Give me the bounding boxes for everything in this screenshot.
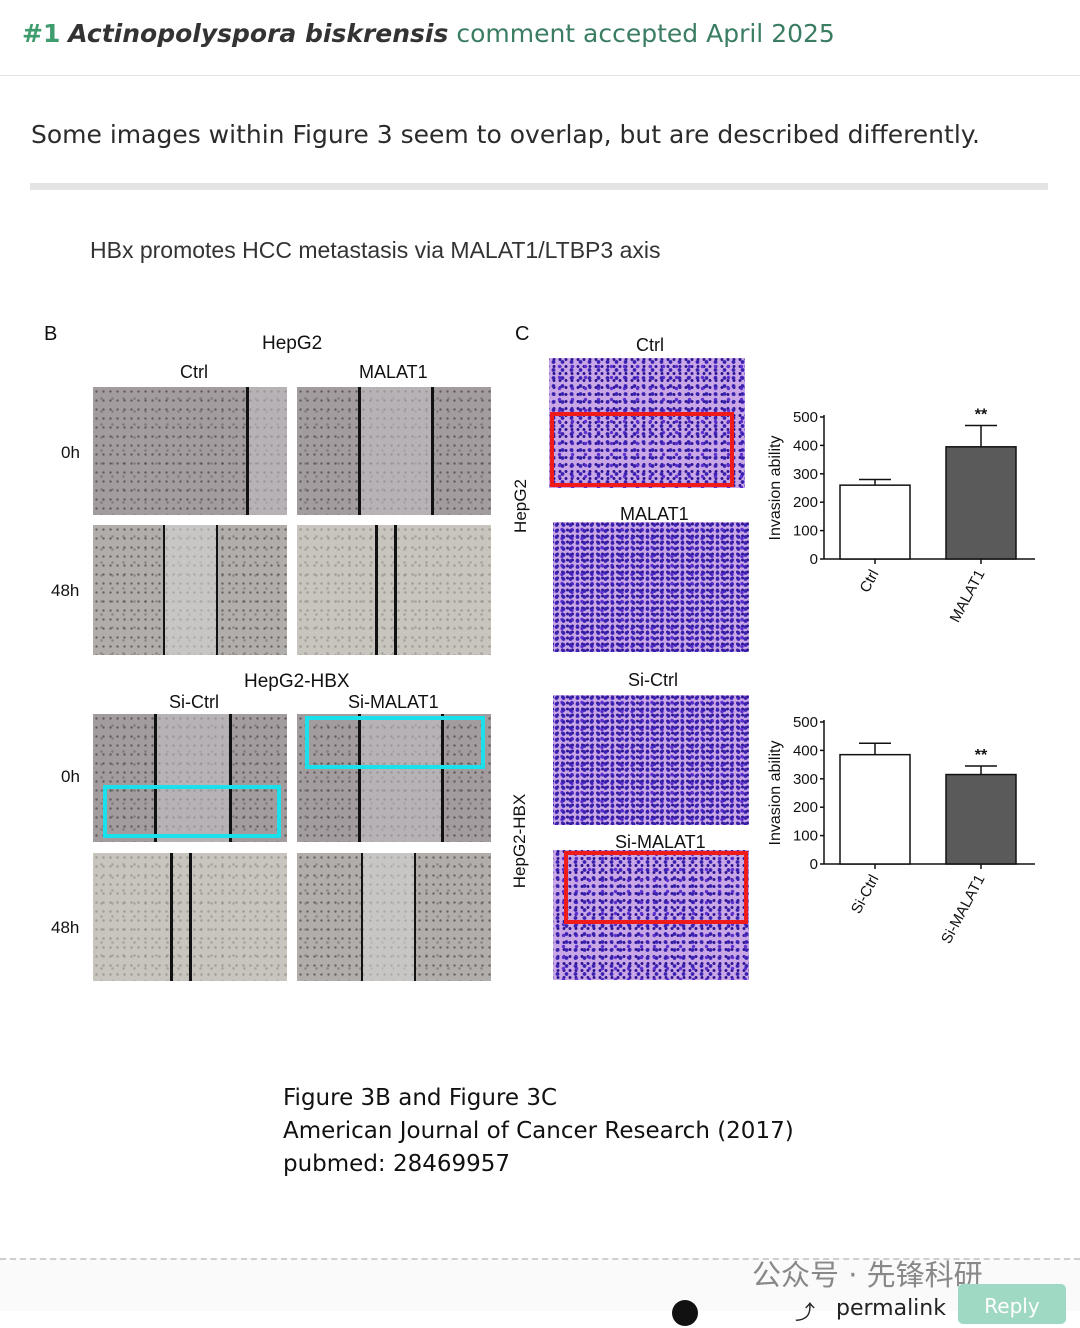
scratch-image-si-ctrl-0h bbox=[93, 714, 287, 842]
y-tick-label: 200 bbox=[793, 494, 818, 511]
invasion-image-malat1 bbox=[553, 522, 749, 652]
permalink-link[interactable]: permalink bbox=[836, 1296, 946, 1321]
y-tick-label: 300 bbox=[793, 466, 818, 483]
scratch-image-ctrl-48h bbox=[93, 525, 287, 655]
reply-button[interactable]: Reply bbox=[958, 1284, 1066, 1324]
invasion-image-si-malat1 bbox=[553, 850, 749, 980]
y-tick-label: 400 bbox=[793, 742, 818, 759]
comment-status: comment accepted April 2025 bbox=[456, 19, 835, 48]
bar-si-ctrl bbox=[839, 753, 911, 865]
panel-b-letter: B bbox=[44, 323, 58, 345]
red-highlight-box-ctrl bbox=[550, 412, 734, 487]
scratch-image-si-malat1-48h bbox=[297, 853, 491, 981]
y-tick-label: 400 bbox=[793, 437, 818, 454]
invasion-image-ctrl bbox=[549, 358, 745, 488]
scratch-image-si-ctrl-48h bbox=[93, 853, 287, 981]
panel-c-letter: C bbox=[515, 323, 530, 345]
commenter-name[interactable]: Actinopolyspora biskrensis bbox=[68, 19, 449, 48]
panel-c-group-hepg2-hbx: HepG2-HBX bbox=[510, 793, 530, 889]
y-tick-label: 100 bbox=[793, 523, 818, 540]
figure-title: HBx promotes HCC metastasis via MALAT1/L… bbox=[90, 237, 661, 263]
y-tick-label: 500 bbox=[793, 409, 818, 426]
significance-marker: ** bbox=[975, 747, 988, 764]
divider bbox=[30, 183, 1048, 190]
panel-b-row-0h: 0h bbox=[61, 443, 80, 462]
significance-marker: ** bbox=[975, 407, 988, 424]
scratch-image-ctrl-0h bbox=[93, 387, 287, 515]
invasion-bar-chart-hepg2: 0 100 200 300 400 500 Invasion ability Ctrl ** MA… bbox=[767, 407, 1035, 626]
panel-b-col-malat1: MALAT1 bbox=[359, 362, 428, 382]
figure-caption: Figure 3B and Figure 3C American Journal… bbox=[283, 1082, 794, 1181]
cyan-highlight-box-si-malat1 bbox=[305, 716, 485, 769]
invasion-image-si-ctrl bbox=[553, 695, 749, 825]
panel-b-col-si-malat1: Si-MALAT1 bbox=[348, 692, 439, 712]
y-tick-label: 500 bbox=[793, 714, 818, 731]
panel-c-label-ctrl: Ctrl bbox=[636, 335, 664, 355]
panel-b-col-ctrl: Ctrl bbox=[180, 362, 208, 382]
panel-c-label-si-ctrl: Si-Ctrl bbox=[628, 670, 678, 690]
comment-header-line: #1 Actinopolyspora biskrensis comment ac… bbox=[22, 19, 835, 48]
comment-body: Some images within Figure 3 seem to over… bbox=[31, 120, 980, 149]
panel-b-top-group: HepG2 bbox=[262, 333, 323, 354]
comment-header: #1 Actinopolyspora biskrensis comment ac… bbox=[0, 0, 1080, 76]
y-tick-label: 0 bbox=[810, 551, 818, 568]
red-highlight-box-si-malat1 bbox=[564, 851, 748, 924]
y-tick-label: 100 bbox=[793, 828, 818, 845]
y-axis-label: Invasion ability bbox=[767, 741, 784, 846]
panel-c-label-si-malat1: Si-MALAT1 bbox=[615, 832, 706, 852]
y-axis-label: Invasion ability bbox=[767, 436, 784, 541]
x-tick-label: Si-MALAT1 bbox=[938, 872, 988, 947]
bar-ctrl bbox=[839, 484, 911, 560]
caption-line-2: American Journal of Cancer Research (201… bbox=[283, 1118, 794, 1144]
panel-c-group-hepg2: HepG2 bbox=[510, 479, 530, 533]
panel-b-row-0h-2: 0h bbox=[61, 767, 80, 786]
comment-footer: 公众号 · 先锋科研 ⤴ permalink Reply bbox=[0, 1258, 1080, 1326]
x-tick-label: Si-Ctrl bbox=[848, 872, 883, 917]
panel-b-bottom-group: HepG2-HBX bbox=[244, 671, 350, 692]
x-tick-label: Ctrl bbox=[857, 567, 883, 596]
bar-malat1 bbox=[945, 446, 1017, 560]
panel-b-col-si-ctrl: Si-Ctrl bbox=[169, 692, 219, 712]
caption-line-3: pubmed: 28469957 bbox=[283, 1151, 511, 1177]
x-tick-label: MALAT1 bbox=[947, 567, 989, 626]
scratch-image-si-malat1-0h bbox=[297, 714, 491, 842]
caption-line-1: Figure 3B and Figure 3C bbox=[283, 1085, 558, 1111]
cyan-highlight-box-si-ctrl bbox=[103, 785, 281, 838]
comment-icon[interactable] bbox=[672, 1300, 698, 1326]
scratch-image-malat1-48h bbox=[297, 525, 491, 655]
bar-si-malat1 bbox=[945, 773, 1017, 865]
invasion-bar-chart-hepg2-hbx: 0 100 200 300 400 500 Invasion ability Si-Ctrl *… bbox=[767, 714, 1035, 947]
panel-c-label-malat1: MALAT1 bbox=[620, 504, 689, 524]
comment-number[interactable]: #1 bbox=[22, 19, 61, 48]
y-tick-label: 0 bbox=[810, 856, 818, 873]
panel-b-row-48h: 48h bbox=[51, 581, 80, 600]
scratch-image-malat1-0h bbox=[297, 387, 491, 515]
y-tick-label: 300 bbox=[793, 771, 818, 788]
watermark: 公众号 · 先锋科研 bbox=[752, 1258, 983, 1292]
y-tick-label: 200 bbox=[793, 799, 818, 816]
panel-b-row-48h-2: 48h bbox=[51, 918, 80, 937]
